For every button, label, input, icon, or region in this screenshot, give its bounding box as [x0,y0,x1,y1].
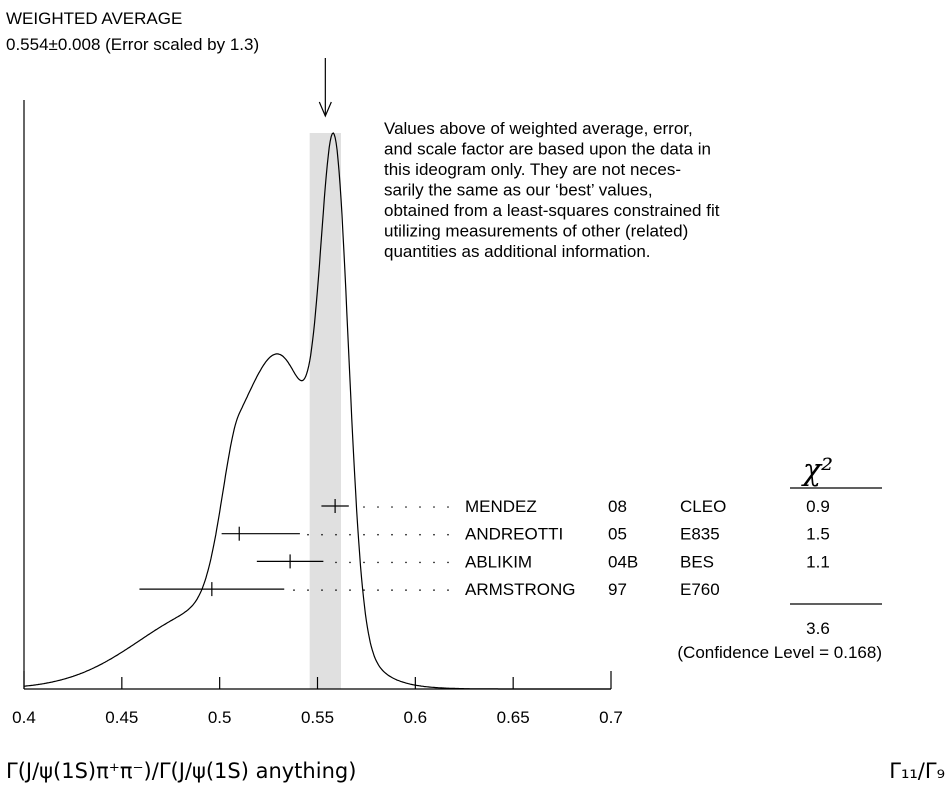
measurement-experiment: E760 [680,580,720,599]
leader-dot [307,589,309,591]
leader-dot [391,589,393,591]
leader-dot [433,533,435,536]
measurement-year: 04B [608,552,638,571]
leader-dot [335,589,337,591]
note-line: quantities as additional information. [384,242,651,261]
leader-dot [433,506,435,508]
chart-subtitle: 0.554±0.008 (Error scaled by 1.3) [6,35,259,54]
leader-dot [391,533,393,536]
leader-dot [321,533,323,536]
leader-dot [349,533,351,536]
leader-dot [419,561,421,564]
leader-dot [377,506,379,508]
chart-title: WEIGHTED AVERAGE [6,9,182,28]
note-line: Values above of weighted average, error, [384,119,693,138]
measurement-experiment: E835 [680,525,720,544]
leader-dot [447,506,449,508]
leader-dot [349,589,351,591]
measurement-year: 05 [608,525,627,544]
leader-dot [363,589,365,591]
leader-dot [363,533,365,536]
measurement-chi2: 0.9 [806,497,830,516]
measurement-name: MENDEZ [465,497,537,516]
measurement-year: 08 [608,497,627,516]
measurement-experiment: CLEO [680,497,726,516]
leader-dot [433,561,435,564]
leader-dot [405,533,407,536]
leader-dot [363,506,365,508]
note-line: this ideogram only. They are not neces- [384,160,681,179]
leader-dot [391,561,393,564]
leader-dot [307,533,309,536]
measurement-chi2: 1.5 [806,525,830,544]
note-line: and scale factor are based upon the data… [384,140,711,159]
leader-dot [419,589,421,591]
leader-dot [321,589,323,591]
x-axis-label: Γ(J/ψ(1S)π⁺π⁻)/Γ(J/ψ(1S) anything) [6,759,356,783]
x-tick-label: 0.7 [599,708,623,727]
chi2-total: 3.6 [806,619,830,638]
leader-dot [377,589,379,591]
x-tick-label: 0.65 [497,708,530,727]
leader-dot [447,561,449,564]
average-band [309,133,341,689]
x-tick-label: 0.4 [12,708,36,727]
leader-dot [391,506,393,508]
leader-dot [405,506,407,508]
leader-dot [405,561,407,564]
measurement-name: ARMSTRONG [465,580,576,599]
ideogram-curve [24,132,611,690]
leader-dot [349,561,351,564]
leader-dot [363,561,365,564]
measurement-name: ANDREOTTI [465,525,563,544]
x-tick-label: 0.5 [208,708,232,727]
measurement-experiment: BES [680,552,714,571]
measurement-name: ABLIKIM [465,552,532,571]
ratio-label: Γ₁₁/Γ₉ [889,759,945,783]
leader-dot [293,589,295,591]
confidence-level: (Confidence Level = 0.168) [677,643,882,662]
leader-dot [377,561,379,564]
leader-dot [433,589,435,591]
leader-dot [405,589,407,591]
note-line: utilizing measurements of other (related… [384,222,688,241]
chi2-header: χ² [801,453,833,488]
leader-dot [447,589,449,591]
leader-dot [447,533,449,536]
x-tick-label: 0.45 [105,708,138,727]
measurement-year: 97 [608,580,627,599]
note-line: obtained from a least-squares constraine… [384,201,720,220]
x-tick-label: 0.6 [404,708,428,727]
measurement-chi2: 1.1 [806,552,830,571]
arrow-head [318,101,332,118]
leader-dot [335,561,337,564]
note-line: sarily the same as our ‘best’ values, [384,181,653,200]
leader-dot [335,533,337,536]
leader-dot [377,533,379,536]
leader-dot [419,533,421,536]
leader-dot [419,506,421,508]
x-tick-label: 0.55 [301,708,334,727]
